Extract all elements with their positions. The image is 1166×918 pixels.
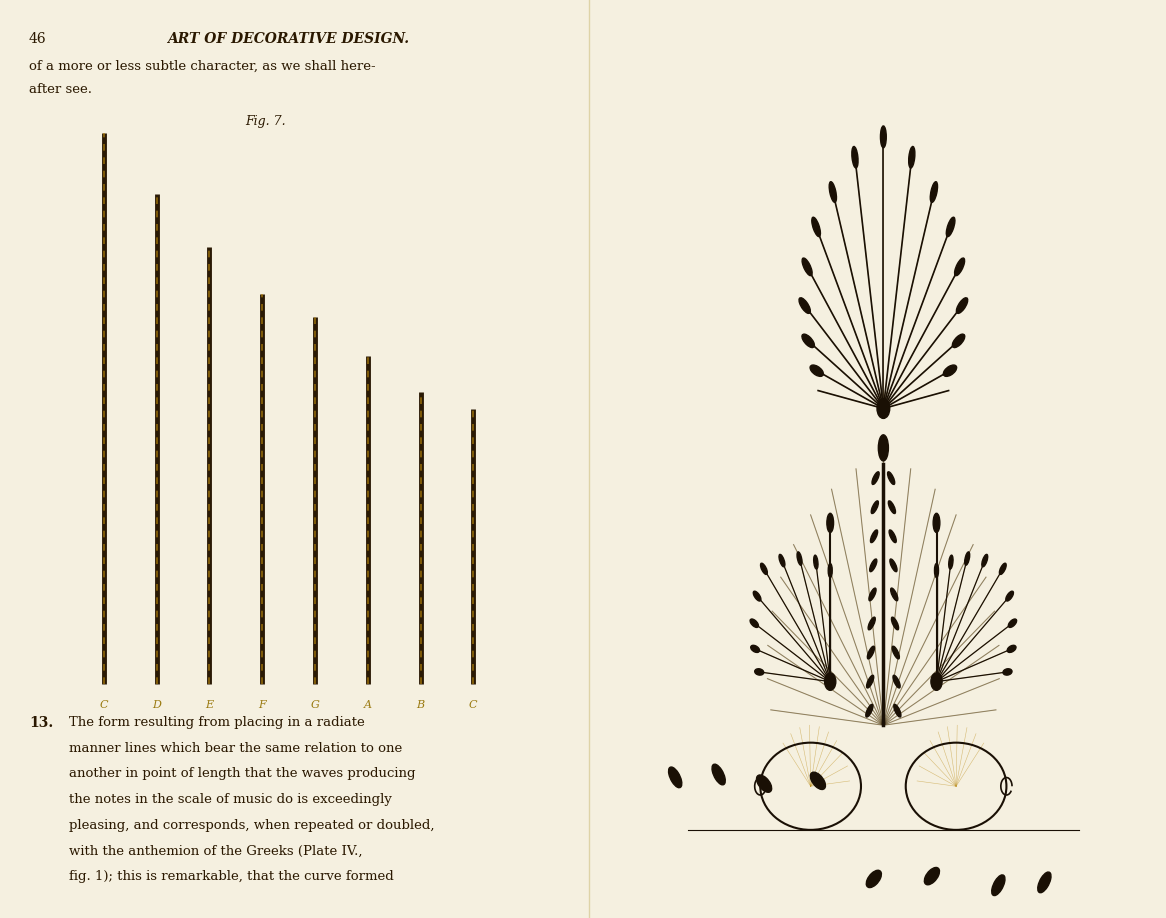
Ellipse shape xyxy=(868,646,874,659)
Ellipse shape xyxy=(890,559,897,572)
Ellipse shape xyxy=(754,668,764,675)
Text: D: D xyxy=(153,700,161,711)
Ellipse shape xyxy=(894,704,901,717)
Ellipse shape xyxy=(872,472,879,485)
Ellipse shape xyxy=(869,617,876,630)
Ellipse shape xyxy=(829,182,836,203)
Ellipse shape xyxy=(1003,668,1012,675)
Ellipse shape xyxy=(757,775,772,792)
Ellipse shape xyxy=(869,588,876,600)
Text: pleasing, and corresponds, when repeated or doubled,: pleasing, and corresponds, when repeated… xyxy=(69,819,435,832)
Ellipse shape xyxy=(827,513,834,532)
Text: with the anthemion of the Greeks (Plate IV.,: with the anthemion of the Greeks (Plate … xyxy=(69,845,363,857)
Text: Fig. 7.: Fig. 7. xyxy=(245,115,286,128)
Ellipse shape xyxy=(866,870,881,888)
Ellipse shape xyxy=(871,501,878,513)
Ellipse shape xyxy=(814,555,819,569)
Text: B: B xyxy=(416,700,424,711)
Ellipse shape xyxy=(947,218,955,237)
Text: ART OF DECORATIVE DESIGN.: ART OF DECORATIVE DESIGN. xyxy=(168,32,409,46)
Ellipse shape xyxy=(750,619,758,627)
Circle shape xyxy=(930,673,942,690)
Ellipse shape xyxy=(753,591,761,601)
Ellipse shape xyxy=(934,564,939,577)
Ellipse shape xyxy=(999,564,1006,575)
Ellipse shape xyxy=(930,182,937,203)
Ellipse shape xyxy=(668,767,682,788)
Ellipse shape xyxy=(964,552,970,565)
Ellipse shape xyxy=(992,875,1005,896)
Ellipse shape xyxy=(802,258,813,275)
Ellipse shape xyxy=(1009,619,1017,627)
Ellipse shape xyxy=(893,676,900,688)
Ellipse shape xyxy=(892,646,899,659)
Ellipse shape xyxy=(812,218,821,237)
Text: manner lines which bear the same relation to one: manner lines which bear the same relatio… xyxy=(69,742,402,755)
Text: The form resulting from placing in a radiate: The form resulting from placing in a rad… xyxy=(69,716,365,729)
Ellipse shape xyxy=(880,126,886,148)
Ellipse shape xyxy=(943,365,956,376)
Ellipse shape xyxy=(798,552,802,565)
Ellipse shape xyxy=(925,868,940,885)
Ellipse shape xyxy=(870,559,877,572)
Ellipse shape xyxy=(799,297,810,313)
Ellipse shape xyxy=(871,530,878,543)
Ellipse shape xyxy=(779,554,785,566)
Ellipse shape xyxy=(828,564,833,577)
Ellipse shape xyxy=(953,334,964,348)
Text: of a more or less subtle character, as we shall here-: of a more or less subtle character, as w… xyxy=(29,60,375,73)
Ellipse shape xyxy=(751,645,759,653)
Text: fig. 1); this is remarkable, that the curve formed: fig. 1); this is remarkable, that the cu… xyxy=(69,870,394,883)
Ellipse shape xyxy=(712,764,725,785)
Text: 46: 46 xyxy=(29,32,47,46)
Ellipse shape xyxy=(878,435,888,461)
Ellipse shape xyxy=(866,676,873,688)
Text: the notes in the scale of music do is exceedingly: the notes in the scale of music do is ex… xyxy=(69,793,392,806)
Ellipse shape xyxy=(802,334,814,348)
Ellipse shape xyxy=(810,365,823,376)
Ellipse shape xyxy=(810,772,826,789)
Ellipse shape xyxy=(890,530,897,543)
Circle shape xyxy=(877,398,890,419)
Ellipse shape xyxy=(891,588,898,600)
Text: A: A xyxy=(364,700,372,711)
Ellipse shape xyxy=(982,554,988,566)
Text: another in point of length that the waves producing: another in point of length that the wave… xyxy=(69,767,416,780)
Ellipse shape xyxy=(933,513,940,532)
Text: F: F xyxy=(259,700,266,711)
Ellipse shape xyxy=(852,147,858,168)
Circle shape xyxy=(824,673,836,690)
Ellipse shape xyxy=(888,501,895,513)
Ellipse shape xyxy=(866,704,873,717)
Ellipse shape xyxy=(1006,591,1013,601)
Text: E: E xyxy=(205,700,213,711)
Ellipse shape xyxy=(887,472,894,485)
Ellipse shape xyxy=(1038,872,1051,892)
Text: C: C xyxy=(99,700,108,711)
Ellipse shape xyxy=(956,297,968,313)
Text: C: C xyxy=(469,700,478,711)
Ellipse shape xyxy=(908,147,915,168)
Text: G: G xyxy=(310,700,319,711)
Ellipse shape xyxy=(1007,645,1016,653)
Ellipse shape xyxy=(760,564,767,575)
Text: after see.: after see. xyxy=(29,83,92,95)
Ellipse shape xyxy=(892,617,899,630)
Ellipse shape xyxy=(955,258,964,275)
Ellipse shape xyxy=(949,555,953,569)
Text: 13.: 13. xyxy=(29,716,54,730)
